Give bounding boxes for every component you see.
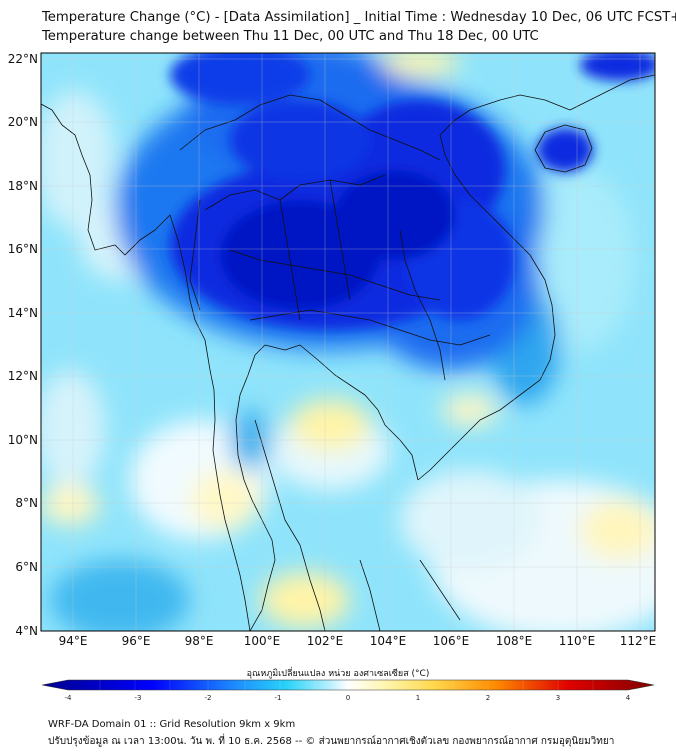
lon-label: 100°E (244, 634, 281, 648)
colorbar-label: อุณหภูมิเปลี่ยนแปลง หน่วย องศาเซลเซียส (… (246, 669, 430, 679)
longitude-labels: 94°E 96°E 98°E 100°E 102°E 104°E 106°E 1… (59, 634, 657, 648)
lon-label: 106°E (433, 634, 470, 648)
lat-label: 10°N (8, 433, 38, 447)
latitude-labels: 22°N 20°N 18°N 16°N 14°N 12°N 10°N 8°N 6… (8, 52, 38, 638)
lon-label: 98°E (185, 634, 214, 648)
coastlines (41, 74, 655, 631)
lat-label: 6°N (15, 560, 38, 574)
colorbar-tick: 2 (486, 694, 490, 702)
colorbar-tick: -3 (135, 694, 142, 702)
lat-label: 4°N (15, 624, 38, 638)
lon-label: 96°E (122, 634, 151, 648)
map-title: Temperature Change (°C) - [Data Assimila… (42, 10, 676, 25)
colorbar-tick: 1 (416, 694, 420, 702)
map-frame (40, 52, 656, 632)
lon-label: 102°E (307, 634, 344, 648)
lat-label: 22°N (8, 52, 38, 66)
map-subtitle: Temperature change between Thu 11 Dec, 0… (42, 29, 539, 44)
colorbar: -4 -3 -2 -1 0 1 2 3 4 (41, 679, 655, 702)
footer-credit: ปรับปรุงข้อมูล ณ เวลา 13:00น. วัน พ. ที่… (48, 736, 615, 747)
lat-label: 14°N (8, 306, 38, 320)
lon-label: 110°E (559, 634, 596, 648)
lon-label: 94°E (59, 634, 88, 648)
color-field (41, 53, 655, 631)
footer-model-info: WRF-DA Domain 01 :: Grid Resolution 9km … (48, 719, 296, 730)
lat-label: 8°N (15, 496, 38, 510)
lon-label: 112°E (620, 634, 657, 648)
colorbar-tick: -1 (275, 694, 282, 702)
lat-label: 18°N (8, 179, 38, 193)
colorbar-tick: 3 (556, 694, 560, 702)
lat-label: 12°N (8, 369, 38, 383)
gridlines (41, 53, 655, 631)
lon-label: 108°E (496, 634, 533, 648)
colorbar-tick: -2 (205, 694, 212, 702)
colorbar-tick: -4 (65, 694, 73, 702)
colorbar-tick: 4 (626, 694, 631, 702)
lon-label: 104°E (370, 634, 407, 648)
lat-label: 16°N (8, 242, 38, 256)
colorbar-tick: 0 (346, 694, 350, 702)
lat-label: 20°N (8, 115, 38, 129)
